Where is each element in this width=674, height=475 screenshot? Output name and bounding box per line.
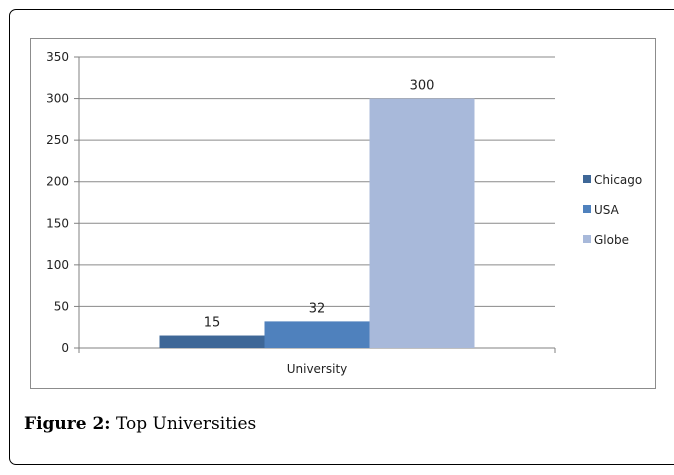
data-label: 32 [309, 301, 326, 316]
chart-area: 0 50 100 150 200 250 300 350 15 32 300 University Ch… [30, 38, 656, 389]
caption-label: Figure 2: [24, 414, 111, 434]
y-tick-label: 200 [46, 175, 69, 189]
y-tick-label: 50 [54, 299, 69, 313]
y-tick-label: 350 [46, 50, 69, 64]
legend-swatch [583, 235, 591, 243]
y-tick-label: 0 [61, 341, 69, 355]
y-tick-label: 250 [46, 133, 69, 147]
figure-caption: Figure 2: Top Universities [24, 414, 256, 434]
data-label: 15 [204, 316, 221, 331]
legend-label: Chicago [594, 173, 642, 187]
x-category-label: University [287, 362, 348, 376]
y-tick-label: 100 [46, 258, 69, 272]
legend-swatch [583, 175, 591, 183]
y-tick-label: 300 [46, 92, 69, 106]
legend-label: Globe [594, 233, 629, 247]
bar-usa [264, 321, 370, 348]
legend-swatch [583, 205, 591, 213]
bar-chicago [159, 335, 265, 348]
caption-text: Top Universities [115, 414, 257, 434]
bar-chart: 0 50 100 150 200 250 300 350 15 32 300 University Ch… [46, 50, 642, 376]
legend-label: USA [594, 203, 620, 217]
y-tick-label: 150 [46, 216, 69, 230]
data-label: 300 [410, 79, 435, 94]
bar-globe [369, 98, 475, 348]
